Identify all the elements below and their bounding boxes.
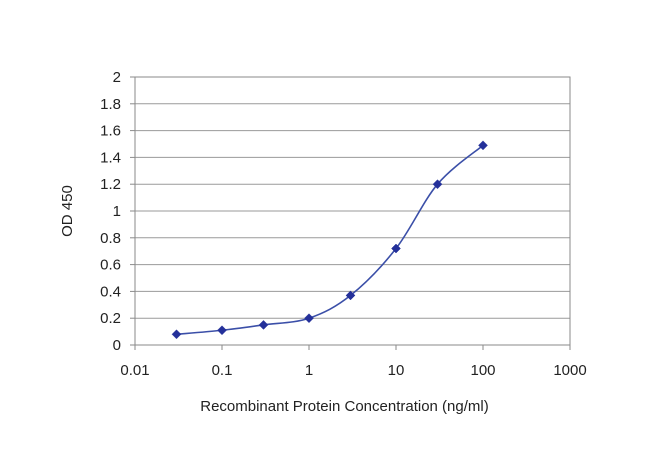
x-tick-label: 0.01 [120,362,149,379]
x-axis-title: Recombinant Protein Concentration (ng/ml… [200,398,488,415]
y-tick-label: 1 [113,203,121,220]
y-tick-label: 1.8 [100,96,121,113]
axis-layer: 0 0.2 0.4 0.6 0.8 1 1.2 1.4 1.6 1.8 2 0.01 0.1 1 10 100… [100,69,587,379]
y-tick-label: 1.4 [100,149,121,166]
x-tick-label: 1000 [553,362,586,379]
y-tick-label: 1.6 [100,123,121,140]
data-point-marker [258,320,269,330]
y-tick-label: 0 [113,337,121,354]
grid-layer [135,103,570,319]
data-point-marker [304,313,314,324]
x-tick-label: 0.1 [212,362,233,379]
y-axis-title: OD 450 [59,185,76,237]
y-tick-label: 0.6 [100,257,121,274]
data-point-marker [171,329,182,340]
y-tick-label: 0.4 [100,283,121,300]
x-tick-label: 1 [305,362,313,379]
data-point-marker [217,325,227,336]
y-tick-label: 2 [113,69,121,86]
series-layer [171,140,488,340]
y-tick-label: 0.8 [100,230,121,247]
y-tick-label: 1.2 [100,176,121,193]
data-point-marker [478,140,488,151]
data-point-marker [345,290,356,301]
data-point-marker [432,179,443,190]
series-line [176,144,484,336]
x-tick-label: 100 [470,362,495,379]
x-tick-label: 10 [388,362,405,379]
y-tick-label: 0.2 [100,310,121,327]
data-point-marker [391,243,401,254]
